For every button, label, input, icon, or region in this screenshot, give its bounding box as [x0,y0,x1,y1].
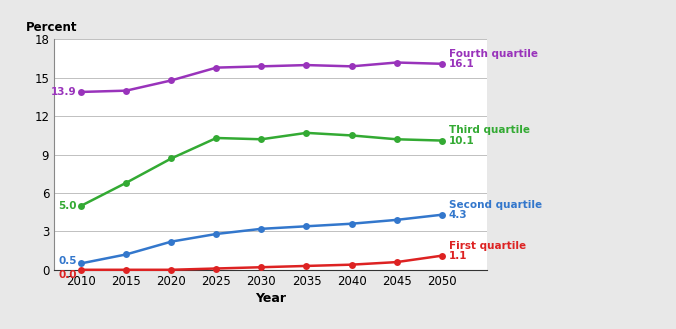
Text: Second quartile: Second quartile [449,200,542,210]
Text: 16.1: 16.1 [449,59,475,69]
Text: 1.1: 1.1 [449,251,467,261]
Text: First quartile: First quartile [449,240,526,251]
Text: 5.0: 5.0 [58,201,76,211]
Text: 4.3: 4.3 [449,210,468,220]
Text: 0.5: 0.5 [58,257,76,266]
X-axis label: Year: Year [255,292,286,305]
Text: 10.1: 10.1 [449,136,475,145]
Text: 0.0: 0.0 [58,270,76,280]
Text: Third quartile: Third quartile [449,125,530,136]
Text: Percent: Percent [26,21,78,34]
Text: 13.9: 13.9 [51,87,76,97]
Text: Fourth quartile: Fourth quartile [449,49,538,59]
